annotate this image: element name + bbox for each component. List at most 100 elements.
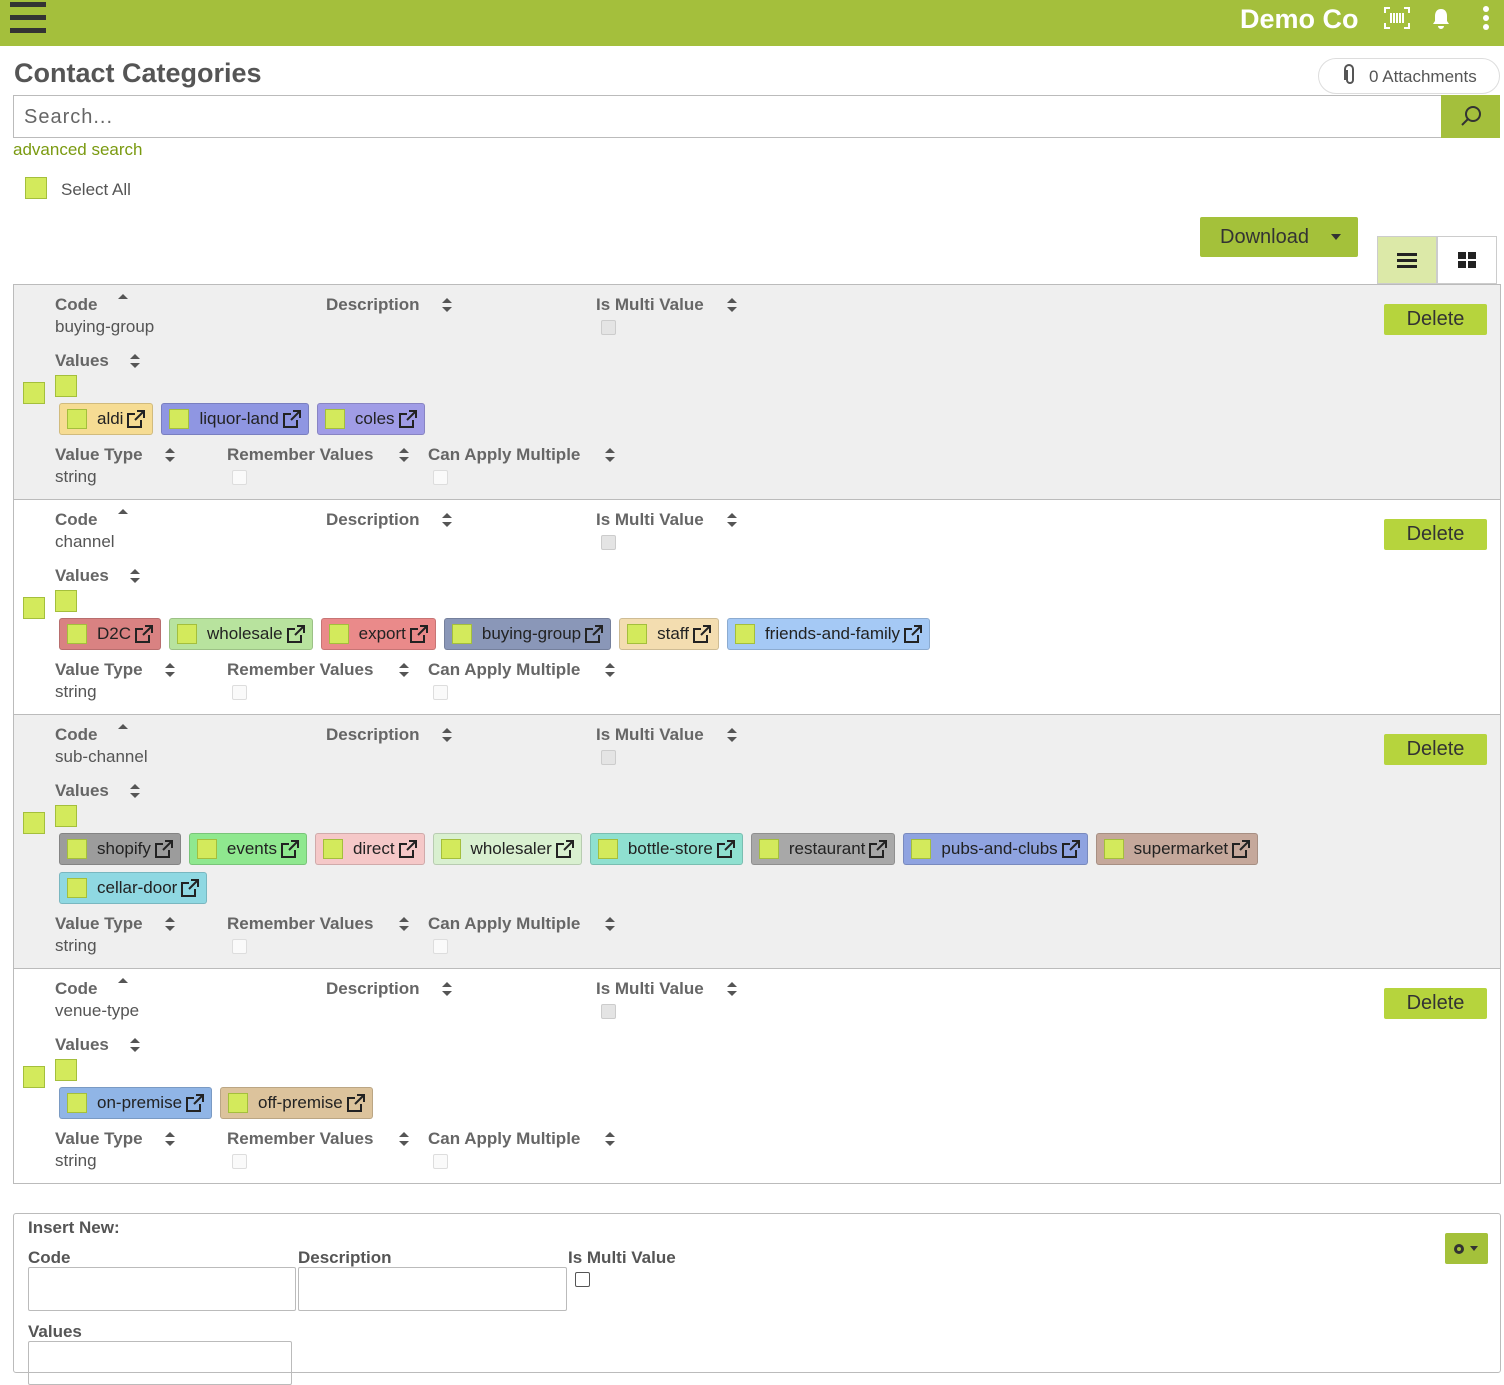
value-chip[interactable]: aldi <box>59 403 154 435</box>
multi-value-checkbox[interactable] <box>601 750 616 765</box>
value-chip[interactable]: D2C <box>59 618 162 650</box>
chip-checkbox[interactable] <box>758 839 779 859</box>
grid-view-toggle[interactable] <box>1437 236 1497 284</box>
external-link-icon[interactable] <box>409 625 429 643</box>
external-link-icon[interactable] <box>903 625 923 643</box>
sort-icon[interactable] <box>726 512 738 528</box>
chip-checkbox[interactable] <box>324 409 345 429</box>
external-link-icon[interactable] <box>286 625 306 643</box>
more-icon[interactable] <box>1482 5 1490 31</box>
sort-icon[interactable] <box>129 353 141 369</box>
value-chip[interactable]: supermarket <box>1095 833 1259 865</box>
settings-button[interactable] <box>1445 1233 1488 1264</box>
multi-value-checkbox[interactable] <box>575 1272 590 1287</box>
value-chip[interactable]: off-premise <box>220 1087 373 1119</box>
multi-value-checkbox[interactable] <box>601 1004 616 1019</box>
value-chip[interactable]: bottle-store <box>589 833 743 865</box>
sort-icon[interactable] <box>164 662 176 678</box>
sort-icon[interactable] <box>164 1131 176 1147</box>
can-apply-multiple-checkbox[interactable] <box>433 1154 448 1169</box>
values-select-checkbox[interactable] <box>55 805 77 827</box>
chip-checkbox[interactable] <box>169 409 190 429</box>
delete-button[interactable]: Delete <box>1384 304 1487 335</box>
external-link-icon[interactable] <box>154 840 174 858</box>
row-checkbox[interactable] <box>23 382 45 404</box>
download-button[interactable]: Download <box>1200 217 1358 257</box>
remember-values-checkbox[interactable] <box>232 939 247 954</box>
external-link-icon[interactable] <box>282 410 302 428</box>
barcode-icon[interactable] <box>1384 7 1410 29</box>
external-link-icon[interactable] <box>555 840 575 858</box>
sort-icon[interactable] <box>441 297 453 313</box>
brand[interactable]: Demo Co <box>1240 4 1359 34</box>
menu-icon[interactable] <box>10 2 46 34</box>
value-chip[interactable]: shopify <box>59 833 181 865</box>
attachments-button[interactable]: 0 Attachments <box>1318 58 1500 94</box>
value-chip[interactable]: wholesale <box>169 618 313 650</box>
chip-checkbox[interactable] <box>911 839 932 859</box>
external-link-icon[interactable] <box>868 840 888 858</box>
sort-icon[interactable] <box>129 1037 141 1053</box>
sort-icon[interactable] <box>604 662 616 678</box>
value-chip[interactable]: staff <box>619 618 719 650</box>
external-link-icon[interactable] <box>180 879 200 897</box>
chip-checkbox[interactable] <box>597 839 618 859</box>
external-link-icon[interactable] <box>398 410 418 428</box>
sort-icon[interactable] <box>726 727 738 743</box>
external-link-icon[interactable] <box>692 625 712 643</box>
values-select-checkbox[interactable] <box>55 1059 77 1081</box>
value-chip[interactable]: pubs-and-clubs <box>903 833 1088 865</box>
bell-icon[interactable] <box>1431 7 1451 29</box>
sort-icon[interactable] <box>441 512 453 528</box>
row-checkbox[interactable] <box>23 1066 45 1088</box>
external-link-icon[interactable] <box>346 1094 366 1112</box>
chip-checkbox[interactable] <box>67 1093 87 1113</box>
sort-icon[interactable] <box>129 783 141 799</box>
chip-checkbox[interactable] <box>67 839 87 859</box>
can-apply-multiple-checkbox[interactable] <box>433 470 448 485</box>
sort-icon[interactable] <box>398 447 410 463</box>
sort-icon[interactable] <box>164 447 176 463</box>
remember-values-checkbox[interactable] <box>232 1154 247 1169</box>
sort-icon[interactable] <box>726 981 738 997</box>
remember-values-checkbox[interactable] <box>232 685 247 700</box>
sort-icon[interactable] <box>441 981 453 997</box>
search-button[interactable] <box>1441 95 1500 138</box>
search-input[interactable]: Search... <box>13 95 1443 138</box>
value-chip[interactable]: liquor-land <box>161 403 309 435</box>
value-chip[interactable]: buying-group <box>443 618 612 650</box>
external-link-icon[interactable] <box>280 840 300 858</box>
value-chip[interactable]: export <box>320 618 436 650</box>
chip-checkbox[interactable] <box>228 1093 249 1113</box>
delete-button[interactable]: Delete <box>1384 519 1487 550</box>
values-input[interactable] <box>28 1341 292 1385</box>
values-select-checkbox[interactable] <box>55 375 77 397</box>
sort-icon[interactable] <box>398 1131 410 1147</box>
chip-checkbox[interactable] <box>451 624 472 644</box>
select-all-label[interactable]: Select All <box>61 180 131 199</box>
delete-button[interactable]: Delete <box>1384 734 1487 765</box>
advanced-search-link[interactable]: advanced search <box>13 140 143 159</box>
value-chip[interactable]: wholesaler <box>432 833 582 865</box>
sort-icon[interactable] <box>129 568 141 584</box>
chip-checkbox[interactable] <box>67 409 87 429</box>
value-chip[interactable]: cellar-door <box>59 872 208 904</box>
sort-icon[interactable] <box>117 723 129 739</box>
sort-icon[interactable] <box>604 447 616 463</box>
sort-icon[interactable] <box>604 1131 616 1147</box>
value-chip[interactable]: coles <box>316 403 425 435</box>
description-input[interactable] <box>298 1267 567 1311</box>
sort-icon[interactable] <box>726 297 738 313</box>
row-checkbox[interactable] <box>23 812 45 834</box>
external-link-icon[interactable] <box>126 410 146 428</box>
sort-icon[interactable] <box>164 916 176 932</box>
external-link-icon[interactable] <box>1061 840 1081 858</box>
chip-checkbox[interactable] <box>67 624 87 644</box>
sort-icon[interactable] <box>117 508 129 524</box>
value-chip[interactable]: events <box>188 833 307 865</box>
multi-value-checkbox[interactable] <box>601 535 616 550</box>
sort-icon[interactable] <box>441 727 453 743</box>
chip-checkbox[interactable] <box>627 624 648 644</box>
chip-checkbox[interactable] <box>177 624 198 644</box>
chip-checkbox[interactable] <box>328 624 349 644</box>
